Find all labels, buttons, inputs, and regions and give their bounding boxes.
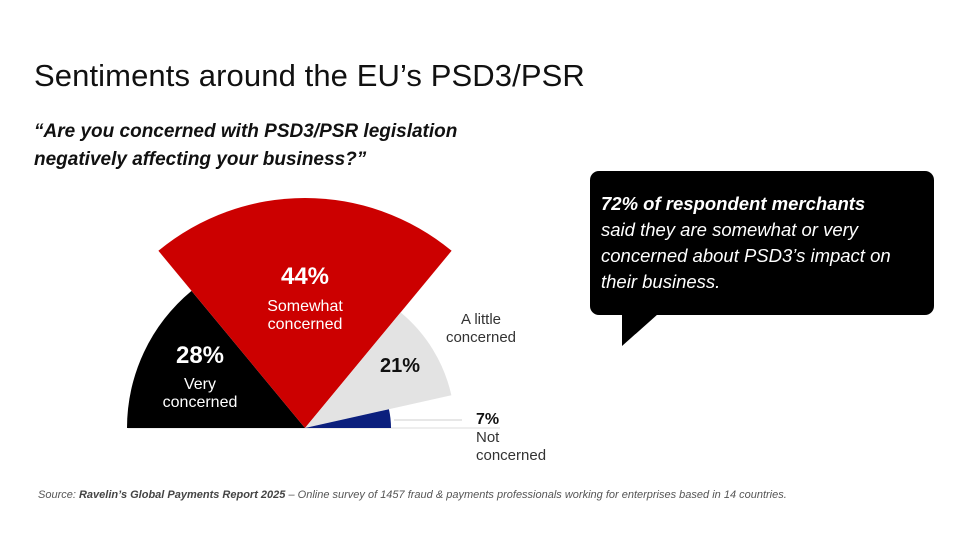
value-label-very-concerned: 28% (176, 342, 224, 369)
category-label-a-little-concerned: A little concerned (446, 311, 516, 346)
wedge-not-concerned (305, 409, 391, 428)
value-label-somewhat-concerned: 44% (281, 263, 329, 290)
callout-pointer (622, 314, 658, 346)
value-label-not-concerned: 7% (476, 411, 499, 428)
survey-question: “Are you concerned with PSD3/PSR legisla… (34, 121, 458, 170)
value-label-a-little-concerned: 21% (380, 355, 420, 377)
source-description: – Online survey of 1457 fraud & payments… (285, 489, 787, 501)
category-label-not-concerned: Not concerned (476, 429, 546, 464)
source-prefix: Source: (38, 489, 79, 501)
wedge-somewhat-concerned (158, 197, 452, 428)
wedge-very-concerned (127, 290, 305, 428)
source-note: Source: Ravelin’s Global Payments Report… (38, 489, 787, 501)
category-label-somewhat-concerned: Somewhat concerned (267, 298, 343, 333)
category-label-very-concerned: Very concerned (163, 376, 238, 411)
source-report-name: Ravelin’s Global Payments Report 2025 (78, 489, 286, 501)
wedge-a-little-concerned (305, 312, 452, 428)
key-finding-callout: 72% of respondent merchants said they ar… (590, 171, 934, 315)
callout-headline: 72% of respondent merchants (601, 193, 866, 214)
slide-title: Sentiments around the EU’s PSD3/PSR (34, 58, 585, 93)
callout-body: said they are somewhat or very concerned… (601, 219, 891, 292)
